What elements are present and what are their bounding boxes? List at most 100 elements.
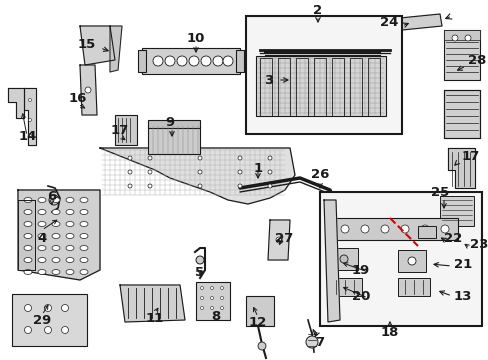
Bar <box>349 58 361 116</box>
Circle shape <box>28 99 31 102</box>
Circle shape <box>198 184 202 188</box>
Circle shape <box>200 287 203 289</box>
Circle shape <box>339 255 347 263</box>
Circle shape <box>148 156 152 160</box>
Ellipse shape <box>52 234 60 238</box>
Ellipse shape <box>38 246 46 251</box>
Circle shape <box>223 56 232 66</box>
Circle shape <box>128 156 132 160</box>
Bar <box>329 248 357 270</box>
Ellipse shape <box>420 225 428 233</box>
Text: 12: 12 <box>248 315 266 328</box>
Ellipse shape <box>80 198 88 202</box>
Circle shape <box>464 35 470 41</box>
Polygon shape <box>80 26 115 65</box>
Text: 21: 21 <box>453 257 471 270</box>
Bar <box>148 126 200 154</box>
Circle shape <box>220 297 223 300</box>
Circle shape <box>267 156 271 160</box>
Ellipse shape <box>66 270 74 274</box>
Text: 10: 10 <box>186 31 205 45</box>
Bar <box>142 48 240 74</box>
Circle shape <box>258 342 265 350</box>
Bar <box>236 50 244 72</box>
Circle shape <box>153 56 163 66</box>
Text: 29: 29 <box>33 314 51 327</box>
Ellipse shape <box>80 257 88 262</box>
Circle shape <box>128 184 132 188</box>
Text: 15: 15 <box>78 37 96 50</box>
Text: 17: 17 <box>461 149 479 162</box>
Text: 20: 20 <box>351 289 369 302</box>
Circle shape <box>238 170 242 174</box>
Polygon shape <box>399 14 441 30</box>
Ellipse shape <box>360 225 368 233</box>
Bar <box>313 58 325 116</box>
Ellipse shape <box>66 234 74 238</box>
Ellipse shape <box>66 246 74 251</box>
Bar <box>278 58 289 116</box>
Bar <box>439 196 473 226</box>
Text: 28: 28 <box>467 54 486 67</box>
Polygon shape <box>18 200 35 270</box>
Ellipse shape <box>24 234 32 238</box>
Circle shape <box>189 56 199 66</box>
Ellipse shape <box>38 234 46 238</box>
Ellipse shape <box>24 257 32 262</box>
Ellipse shape <box>24 246 32 251</box>
Bar <box>148 120 200 128</box>
Ellipse shape <box>66 210 74 215</box>
Ellipse shape <box>52 210 60 215</box>
Circle shape <box>200 297 203 300</box>
Bar <box>397 250 425 272</box>
Bar <box>443 30 479 80</box>
Bar <box>331 58 343 116</box>
Text: 22: 22 <box>443 231 461 244</box>
Ellipse shape <box>80 210 88 215</box>
Text: 24: 24 <box>379 15 397 28</box>
Bar <box>417 226 435 238</box>
Ellipse shape <box>24 221 32 226</box>
Bar <box>12 294 87 346</box>
Circle shape <box>24 327 31 333</box>
Text: 27: 27 <box>274 231 292 244</box>
Circle shape <box>210 306 213 310</box>
Bar <box>245 296 273 326</box>
Ellipse shape <box>24 210 32 215</box>
Circle shape <box>177 56 186 66</box>
Circle shape <box>28 134 31 136</box>
Bar <box>443 90 479 138</box>
Bar <box>196 282 229 320</box>
Ellipse shape <box>52 198 60 202</box>
Circle shape <box>210 287 213 289</box>
Circle shape <box>148 184 152 188</box>
Ellipse shape <box>24 198 32 202</box>
Circle shape <box>213 56 223 66</box>
Circle shape <box>61 327 68 333</box>
Text: 17: 17 <box>111 123 129 136</box>
Circle shape <box>61 305 68 311</box>
Circle shape <box>128 170 132 174</box>
Ellipse shape <box>66 198 74 202</box>
Circle shape <box>198 156 202 160</box>
Circle shape <box>164 56 175 66</box>
Polygon shape <box>100 148 294 204</box>
Circle shape <box>238 184 242 188</box>
Bar <box>319 192 481 326</box>
Bar <box>329 218 457 240</box>
Circle shape <box>201 56 210 66</box>
Ellipse shape <box>52 270 60 274</box>
Bar <box>295 58 307 116</box>
Circle shape <box>305 336 317 348</box>
Polygon shape <box>120 285 184 322</box>
Circle shape <box>267 170 271 174</box>
Polygon shape <box>24 88 36 145</box>
Text: 13: 13 <box>453 289 471 302</box>
Circle shape <box>44 305 51 311</box>
Circle shape <box>85 87 91 93</box>
Text: 6: 6 <box>47 189 57 202</box>
Text: 25: 25 <box>430 185 448 198</box>
Ellipse shape <box>66 221 74 226</box>
Circle shape <box>210 297 213 300</box>
Text: 5: 5 <box>195 266 204 279</box>
